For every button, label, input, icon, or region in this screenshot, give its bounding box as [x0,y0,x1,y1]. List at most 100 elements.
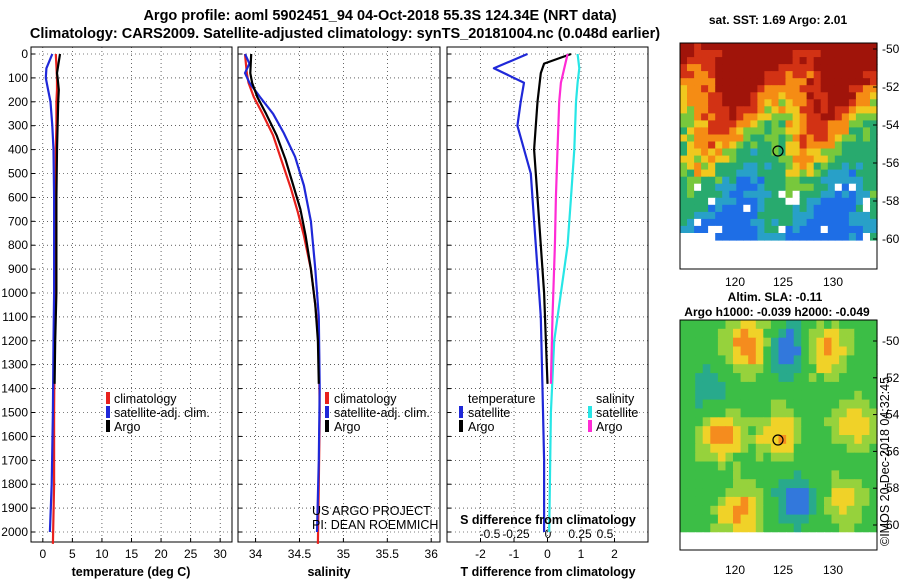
sla-map-cell [733,541,742,551]
sla-map-cell [846,532,855,542]
sst-map-cell [792,113,801,121]
sla-map-cell [831,479,840,489]
series-line-argo [249,53,320,384]
sla-map-cell [824,514,833,524]
sst-map-cell [848,225,857,234]
sst-map-cell [799,64,808,72]
depth-tick-label: 700 [8,214,28,228]
sla-map-cell [778,541,787,551]
sst-map-cell [820,155,829,164]
sst-map-cell [806,225,815,234]
sst-map-cell [680,183,688,192]
sst-map-cell [729,71,737,79]
depth-tick-label: 1500 [1,406,28,420]
sla-map-cell [839,541,848,551]
sst-map-cell [715,120,723,128]
sla-map-cell [839,364,848,374]
sst-map-cell [729,85,737,93]
sla-map-cell [687,381,696,392]
sla-map-cell [687,514,696,524]
sst-map-cell [806,204,815,213]
sla-map-cell [831,488,840,498]
sst-map-cell [757,57,765,65]
sla-map-cell [733,479,742,489]
sst-map-cell [862,92,871,100]
sla-map-cell [733,496,742,507]
legend-satellite: satellite-adj. clim. [334,406,430,420]
sla-map-cell [801,541,810,551]
sst-map-cell [701,43,709,51]
sla-map-cell [831,461,840,471]
sla-map-cell [717,461,727,471]
sla-map-cell [717,328,727,339]
sst-map-cell [785,225,794,234]
sst-map-cell [764,218,772,227]
sst-map-cell [722,225,730,234]
sst-map-cell [827,71,836,79]
sst-map-cell [729,183,737,192]
sst-map-cell [722,183,730,192]
x-tick-label: 35.5 [376,547,400,561]
sst-map-cell [778,204,787,213]
sst-map-cell [736,120,744,128]
sst-map-cell [785,162,794,171]
lat-tick-label: -58 [882,194,900,208]
sla-map-cell [687,479,696,489]
sst-map-cell [855,169,864,178]
sla-map-cell [702,435,711,445]
sst-map-cell [834,197,843,206]
sst-map-cell [701,176,709,185]
sla-map-cell [763,479,772,489]
sst-map-cell [841,50,850,58]
sla-map-cell [861,443,870,454]
sst-map-cell [680,50,688,58]
sst-map-cell [848,57,857,65]
sla-map-cell [717,320,727,330]
sla-map-cell [702,505,711,516]
difference-legend: temperature salinity satellite Argo sate… [459,392,638,434]
sst-map-cell [806,120,815,128]
sst-map-cell [743,183,751,192]
sst-map-cell [715,113,723,121]
sst-map-cell [736,113,744,121]
sla-map-cell [869,346,878,356]
sst-map-cell [715,183,723,192]
sst-map-cell [771,148,780,157]
sla-map-cell [770,426,780,436]
sst-map-cell [722,211,730,220]
sst-map-cell [750,211,758,220]
depth-tick-label: 1900 [1,501,28,515]
sst-map-cell [736,169,744,178]
sst-map-cell [799,169,808,178]
sst-map-cell [729,162,737,171]
sla-map-cell [816,381,825,392]
sst-map-cell [764,85,772,93]
sla-map-cell [846,435,855,445]
sst-map-cell [750,120,758,128]
sla-map-cell [786,328,795,339]
sst-map-cell [792,204,801,213]
sst-map-cell [715,155,723,164]
sla-map-cell [725,461,734,471]
sst-map-cell [764,169,772,178]
sst-map-cell [687,99,695,107]
sla-map-cell [808,435,817,445]
sst-map-cell [715,57,723,65]
sla-map-cell [824,443,833,454]
sla-map-cell [748,541,757,551]
sst-map-cell [750,113,758,121]
sst-map-cell [708,85,716,93]
sla-map-cell [778,417,787,427]
sla-map-cell [861,514,870,524]
sst-map-cell [799,43,808,51]
sst-map-cell [848,233,857,241]
sst-map-cell [792,190,801,199]
sla-map-cell [786,337,795,348]
s-difference-tick-label: 0.5 [597,527,614,541]
sst-map-cell [799,218,808,227]
sst-map-cell [841,162,850,171]
sst-map-cell [701,106,709,114]
sst-map-cell [862,85,871,93]
sst-map-cell [764,78,772,86]
sst-map-cell [708,233,716,241]
